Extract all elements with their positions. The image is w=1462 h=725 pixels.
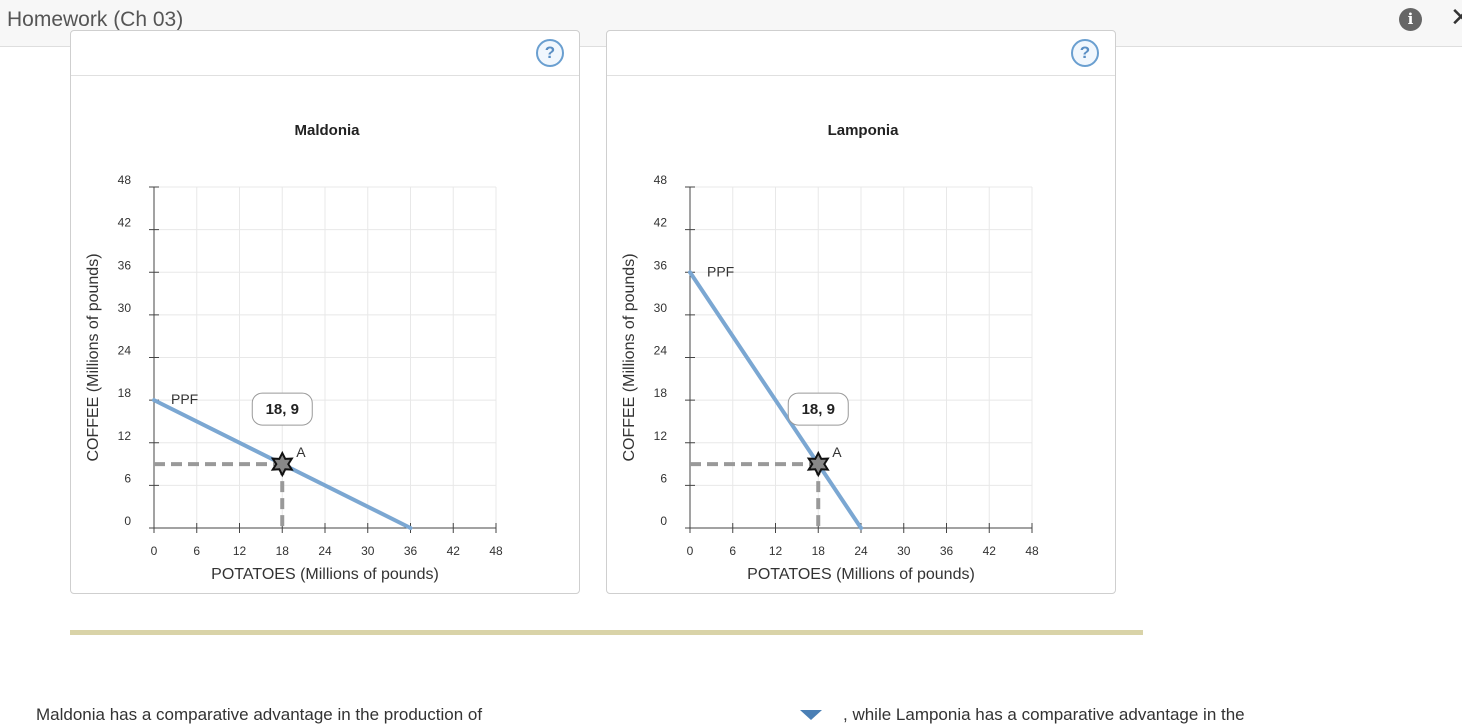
- x-tick-label: 30: [897, 544, 911, 558]
- x-tick-label: 48: [1025, 544, 1039, 558]
- x-axis-label: POTATOES (Millions of pounds): [211, 566, 439, 583]
- point-tooltip-box: [787, 392, 849, 426]
- page-title: Homework (Ch 03): [7, 8, 184, 31]
- y-tick-label: 48: [118, 173, 132, 187]
- y-axis-label: COFFEE (Millions of pounds): [621, 253, 638, 461]
- x-tick-label: 24: [854, 544, 868, 558]
- x-tick-label: 6: [729, 544, 736, 558]
- chart-title: Maldonia: [294, 122, 360, 139]
- y-tick-label: 30: [654, 301, 668, 315]
- y-tick-label: 6: [124, 471, 131, 485]
- section-divider: [70, 630, 1143, 635]
- x-tick-label: 24: [318, 544, 332, 558]
- x-tick-label: 42: [983, 544, 997, 558]
- chart-lamponia: Lamponia 0 6 12 18 24 30 36 42 48 0 6 12 18 24 30 36 42 48…: [621, 122, 1039, 583]
- point-a-marker: [806, 450, 830, 478]
- x-tick-label: 18: [276, 544, 290, 558]
- chart-maldonia: Maldonia 0 6 12 18 24 30 36 42 48 0 6 12 18 24 30 36 42 48…: [85, 122, 503, 583]
- y-tick-label: 36: [654, 258, 668, 272]
- y-tick-label: 48: [654, 173, 668, 187]
- point-tooltip-box: [251, 392, 313, 426]
- point-tooltip-text: 18, 9: [802, 401, 835, 418]
- help-button-maldonia[interactable]: ?: [536, 39, 564, 67]
- y-tick-label: 0: [660, 514, 667, 528]
- ppf-line: [688, 270, 863, 530]
- x-axis-label: POTATOES (Millions of pounds): [747, 566, 975, 583]
- y-tick-label: 42: [118, 216, 132, 230]
- y-tick-label: 18: [654, 386, 668, 400]
- close-icon[interactable]: ✕: [1450, 2, 1462, 32]
- chart-title: Lamponia: [828, 122, 899, 139]
- y-tick-label: 30: [118, 301, 132, 315]
- y-tick-label: 18: [118, 386, 132, 400]
- x-tick-label: 0: [151, 544, 158, 558]
- y-tick-label: 6: [660, 471, 667, 485]
- x-tick-label: 36: [940, 544, 954, 558]
- x-tick-label: 12: [233, 544, 247, 558]
- point-a-marker: [270, 450, 294, 478]
- x-tick-label: 12: [769, 544, 783, 558]
- point-a-label: A: [296, 444, 306, 460]
- dropdown-arrow-icon[interactable]: [800, 710, 822, 720]
- help-button-lamponia[interactable]: ?: [1071, 39, 1099, 67]
- x-tick-label: 48: [489, 544, 503, 558]
- x-tick-label: 0: [687, 544, 694, 558]
- info-icon[interactable]: i: [1399, 8, 1422, 31]
- graph-panel-maldonia: Maldonia 0 6 12 18 24 30 36 42 48 0 6 12 18 24 30 36 42 48…: [70, 30, 580, 594]
- y-tick-label: 24: [118, 344, 132, 358]
- question-text-part1: Maldonia has a comparative advantage in …: [36, 705, 483, 724]
- point-a-label: A: [832, 444, 842, 460]
- y-tick-label: 42: [654, 216, 668, 230]
- x-tick-label: 30: [361, 544, 375, 558]
- question-text-part2: , while Lamponia has a comparative advan…: [843, 705, 1245, 724]
- y-axis-label: COFFEE (Millions of pounds): [85, 253, 102, 461]
- panel-header: [607, 31, 1115, 76]
- y-tick-label: 24: [654, 344, 668, 358]
- ppf-label: PPF: [171, 391, 198, 407]
- ppf-label: PPF: [707, 263, 734, 279]
- point-tooltip-text: 18, 9: [266, 401, 299, 418]
- x-tick-label: 36: [404, 544, 418, 558]
- x-tick-label: 42: [447, 544, 461, 558]
- y-tick-label: 12: [654, 429, 668, 443]
- y-tick-label: 36: [118, 258, 132, 272]
- y-tick-label: 0: [124, 514, 131, 528]
- graph-panel-lamponia: Lamponia 0 6 12 18 24 30 36 42 48 0 6 12 18 24 30 36 42 48…: [606, 30, 1116, 594]
- x-tick-label: 6: [193, 544, 200, 558]
- x-tick-label: 18: [812, 544, 826, 558]
- panel-header: [71, 31, 579, 76]
- y-tick-label: 12: [118, 429, 132, 443]
